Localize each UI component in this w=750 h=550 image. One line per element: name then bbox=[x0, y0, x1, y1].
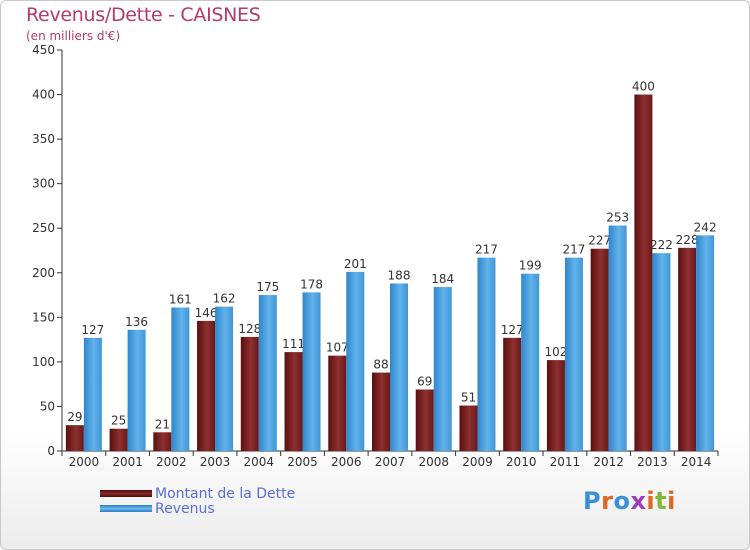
bar-revenue bbox=[564, 257, 583, 451]
bar-revenue bbox=[258, 295, 277, 451]
bar-debt bbox=[197, 320, 216, 451]
x-tick-label: 2002 bbox=[156, 455, 187, 469]
data-label-debt: 29 bbox=[67, 410, 82, 424]
y-tick-label: 300 bbox=[32, 177, 55, 191]
data-label-debt: 146 bbox=[195, 306, 218, 320]
bar-revenue bbox=[390, 283, 408, 451]
bar-debt bbox=[503, 337, 522, 451]
chart-title: Revenus/Dette - CAISNES bbox=[26, 4, 261, 26]
bar-debt bbox=[546, 360, 565, 451]
data-label-debt: 88 bbox=[373, 358, 388, 372]
data-label-revenue: 136 bbox=[125, 315, 148, 329]
bar-revenue bbox=[346, 271, 365, 451]
data-label-revenue: 199 bbox=[519, 259, 542, 273]
x-tick-label: 2003 bbox=[200, 455, 231, 469]
legend-item-revenue: Revenus bbox=[100, 500, 295, 517]
legend: Montant de la Dette Revenus bbox=[100, 485, 296, 517]
bar-debt bbox=[678, 247, 697, 451]
y-tick-label: 100 bbox=[32, 355, 55, 369]
x-tick-label: 2014 bbox=[681, 455, 712, 469]
bar-revenue bbox=[696, 235, 715, 451]
data-label-revenue: 175 bbox=[256, 280, 279, 294]
data-label-revenue: 161 bbox=[169, 293, 192, 307]
proxiti-logo: Proxiti bbox=[583, 487, 676, 515]
y-tick-label: 200 bbox=[32, 266, 55, 280]
bar-revenue bbox=[521, 273, 540, 451]
bar-revenue bbox=[83, 337, 102, 451]
bar-revenue bbox=[652, 253, 671, 451]
data-label-revenue: 242 bbox=[694, 220, 717, 234]
x-tick-label: 2013 bbox=[637, 455, 668, 469]
x-tick-label: 2000 bbox=[69, 455, 100, 469]
bar-debt bbox=[284, 352, 303, 451]
data-label-debt: 128 bbox=[238, 322, 261, 336]
data-label-revenue: 222 bbox=[650, 238, 673, 252]
y-tick-label: 400 bbox=[32, 88, 55, 102]
x-tick-label: 2010 bbox=[506, 455, 537, 469]
x-tick-label: 2008 bbox=[418, 455, 449, 469]
data-label-revenue: 178 bbox=[300, 277, 323, 291]
y-tick-label: 150 bbox=[32, 310, 55, 324]
data-label-revenue: 162 bbox=[213, 292, 236, 306]
bar-revenue bbox=[215, 306, 234, 451]
data-label-revenue: 201 bbox=[344, 257, 367, 271]
data-label-revenue: 217 bbox=[562, 243, 585, 257]
legend-swatch-revenue bbox=[100, 505, 152, 512]
data-label-debt: 25 bbox=[111, 414, 126, 428]
bar-debt bbox=[634, 94, 653, 452]
data-label-debt: 21 bbox=[155, 417, 170, 431]
data-label-revenue: 127 bbox=[81, 323, 104, 337]
x-tick-label: 2006 bbox=[331, 455, 362, 469]
bar-debt bbox=[415, 389, 434, 451]
data-label-revenue: 188 bbox=[388, 268, 411, 282]
y-tick-label: 250 bbox=[32, 221, 55, 235]
x-tick-label: 2012 bbox=[593, 455, 624, 469]
bar-revenue bbox=[433, 287, 452, 451]
data-label-debt: 107 bbox=[326, 341, 349, 355]
legend-swatch-debt bbox=[100, 490, 152, 497]
data-label-revenue: 253 bbox=[606, 211, 629, 225]
y-tick-label: 0 bbox=[47, 444, 55, 458]
data-label-debt: 227 bbox=[588, 234, 611, 248]
bar-debt bbox=[65, 425, 84, 451]
x-tick-label: 2011 bbox=[550, 455, 581, 469]
bar-debt bbox=[372, 372, 390, 451]
bar-debt bbox=[328, 355, 347, 451]
chart-subtitle: (en milliers d'€) bbox=[26, 29, 121, 43]
bar-revenue bbox=[171, 307, 190, 451]
x-tick-label: 2004 bbox=[244, 455, 275, 469]
bar-revenue bbox=[302, 292, 321, 451]
data-label-debt: 111 bbox=[282, 337, 305, 351]
x-tick-label: 2005 bbox=[287, 455, 318, 469]
data-label-revenue: 217 bbox=[475, 243, 498, 257]
y-tick-label: 450 bbox=[32, 43, 55, 57]
bar-debt bbox=[153, 432, 172, 451]
legend-item-debt: Montant de la Dette bbox=[100, 485, 296, 502]
x-tick-label: 2001 bbox=[112, 455, 143, 469]
data-label-debt: 51 bbox=[461, 391, 476, 405]
data-label-revenue: 184 bbox=[431, 272, 454, 286]
legend-label-debt: Montant de la Dette bbox=[155, 485, 296, 502]
bar-revenue bbox=[127, 329, 146, 451]
bar-debt bbox=[109, 428, 128, 451]
data-label-debt: 102 bbox=[544, 345, 567, 359]
data-label-debt: 400 bbox=[632, 80, 655, 94]
bar-debt bbox=[590, 248, 609, 451]
bar-revenue bbox=[608, 225, 627, 451]
bar-revenue bbox=[477, 257, 496, 451]
y-tick-label: 350 bbox=[32, 132, 55, 146]
y-tick-label: 50 bbox=[40, 399, 55, 413]
legend-label-revenue: Revenus bbox=[155, 500, 215, 517]
data-label-debt: 127 bbox=[501, 323, 524, 337]
x-tick-label: 2009 bbox=[462, 455, 493, 469]
data-label-debt: 69 bbox=[417, 375, 432, 389]
data-label-debt: 228 bbox=[676, 233, 699, 247]
bar-debt bbox=[459, 405, 478, 451]
x-tick-label: 2007 bbox=[375, 455, 406, 469]
bar-debt bbox=[240, 336, 259, 451]
